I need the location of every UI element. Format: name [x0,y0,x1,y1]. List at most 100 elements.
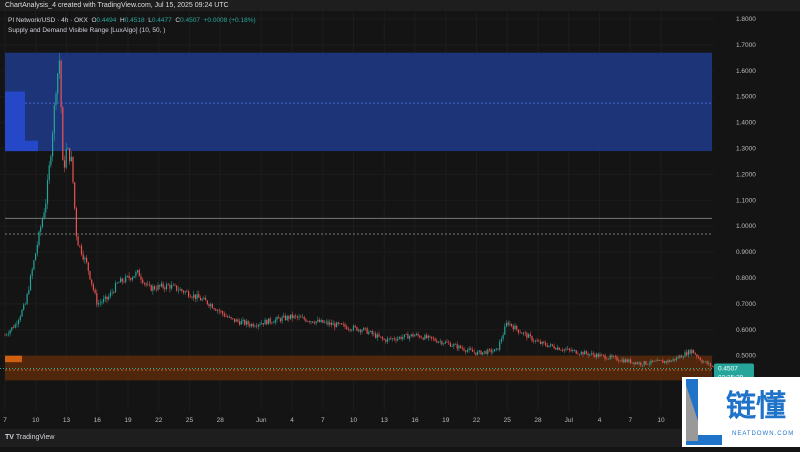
candle [575,350,577,354]
candle [273,322,275,324]
candle [33,260,35,270]
candle [426,335,428,339]
price-axis [714,11,800,429]
candle [16,323,18,325]
neatdown-logo-icon [686,379,722,445]
candle [545,342,547,346]
candle [398,336,400,339]
candle [29,275,32,291]
candle [582,351,584,355]
candle [708,363,710,364]
candle [443,343,445,345]
candle [369,330,372,332]
candle [368,331,370,334]
candle [660,360,662,362]
candle [126,275,128,277]
candle [613,356,615,358]
candle [24,303,26,305]
indicator-label[interactable]: Supply and Demand Visible Range [LuxAlgo… [8,27,166,34]
candle [97,303,100,305]
candle [409,336,411,339]
candle [437,341,440,343]
candle [536,340,538,342]
candle [205,297,207,301]
candle [84,257,86,260]
candle [278,317,280,319]
candle [453,344,455,347]
y-tick-label: 1.6000 [736,68,756,75]
x-tick-label: 10 [657,417,665,424]
candle [116,282,118,284]
candle [655,360,657,362]
candle [490,349,492,353]
candle [679,355,681,358]
candle [507,322,509,325]
candle [648,363,650,365]
candle [419,335,421,338]
candle [359,329,361,332]
candle [154,286,156,290]
candle [386,338,389,342]
candle [26,294,28,304]
candle [436,340,438,343]
candle [213,308,215,310]
candle [125,276,127,282]
candle [468,348,470,351]
candle [478,350,480,352]
candle [324,322,326,323]
candle [147,284,149,286]
x-tick-label: Jun [256,417,267,424]
candle [337,322,339,324]
footer-brand: TradingView [15,434,55,441]
candle [415,333,417,336]
x-tick-label: 16 [411,417,419,424]
candle [283,315,285,318]
candle [43,212,45,219]
candle [500,339,502,342]
candle [691,349,693,354]
x-tick-label: 13 [381,417,389,424]
candle [658,359,661,361]
candle [623,359,625,363]
candle [589,354,591,356]
symbol-label[interactable]: PI Network/USD · 4h · OKX [8,17,88,24]
candle [252,324,254,327]
candle [188,291,190,297]
candle [75,208,77,237]
candle [233,318,236,322]
candle [41,218,43,228]
candle [165,284,168,289]
candle [220,311,222,312]
candle [261,323,263,325]
candle [312,321,314,323]
candle [514,325,516,330]
candle [674,359,676,361]
open-label: O [91,17,97,24]
candle [307,321,309,322]
y-tick-label: 1.0000 [736,223,756,230]
candle [550,344,552,346]
candle [614,356,616,358]
candle [528,334,530,338]
candle [60,60,62,108]
candle [301,317,304,318]
candle [378,334,380,337]
candle [330,322,332,325]
candle [565,349,567,350]
candle [596,353,598,358]
candle [162,283,164,288]
candle [585,351,587,354]
candle [601,354,603,356]
candle [108,296,110,300]
candle [356,326,358,331]
candle [526,333,528,338]
price-chart[interactable]: 1.8000 1.7000 1.6000 1.5000 1.4000 1.3000 1.20… [0,11,800,429]
candle [96,293,98,305]
candle [99,302,101,304]
candle [354,325,356,327]
watermark-cn: 链懂 [726,389,786,424]
candle [626,359,628,362]
candle [7,333,9,335]
candle [203,297,205,300]
candle [692,349,695,354]
